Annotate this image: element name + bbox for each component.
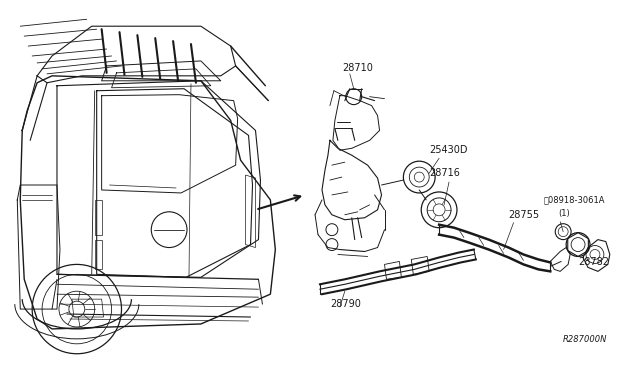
Text: R287000N: R287000N [563, 335, 607, 344]
Text: 28755: 28755 [509, 210, 540, 220]
Text: (1): (1) [558, 209, 570, 218]
Text: 25430D: 25430D [429, 145, 468, 155]
Text: 28790: 28790 [330, 299, 361, 309]
Text: ⓝ08918-3061A: ⓝ08918-3061A [543, 196, 605, 205]
Text: 28782: 28782 [578, 257, 609, 267]
Text: 28710: 28710 [342, 63, 372, 73]
Text: 28716: 28716 [429, 168, 460, 178]
